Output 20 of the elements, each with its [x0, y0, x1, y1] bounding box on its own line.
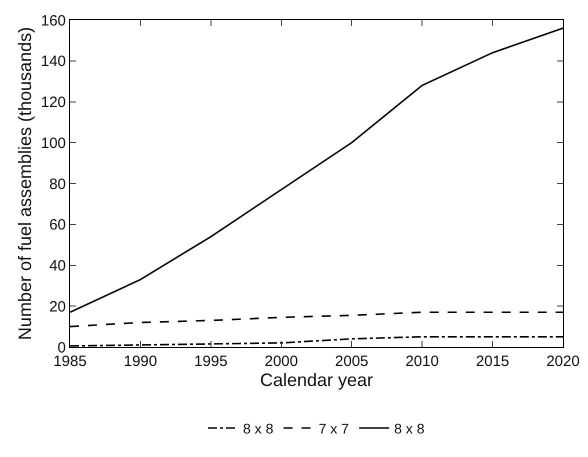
x-tick-label: 2000 — [264, 353, 298, 370]
y-tick-label: 120 — [40, 94, 66, 111]
y-tick-label: 40 — [49, 258, 66, 274]
y-tick-label: 160 — [40, 12, 66, 30]
x-axis-title: Calendar year — [260, 370, 374, 390]
y-tick-label: 140 — [40, 53, 66, 70]
y-tick-label: 100 — [40, 134, 66, 152]
legend-label: 8 x 8 — [394, 420, 425, 436]
x-tick-label: 1995 — [194, 353, 228, 370]
y-tick-label: 60 — [49, 216, 66, 234]
x-tick-label: 2015 — [476, 353, 510, 370]
x-tick-label: 2020 — [546, 353, 580, 370]
x-tick-label: 1990 — [124, 353, 158, 370]
x-tick-label: 2005 — [335, 353, 368, 370]
y-axis-title: Number of fuel assemblies (thousands) — [15, 26, 36, 340]
legend-label: 8 x 8 — [243, 420, 274, 436]
y-tick-label: 20 — [49, 298, 66, 316]
x-tick-label: 2010 — [405, 353, 439, 370]
y-tick-label: 80 — [49, 176, 66, 193]
legend-label: 7 x 7 — [318, 420, 350, 436]
